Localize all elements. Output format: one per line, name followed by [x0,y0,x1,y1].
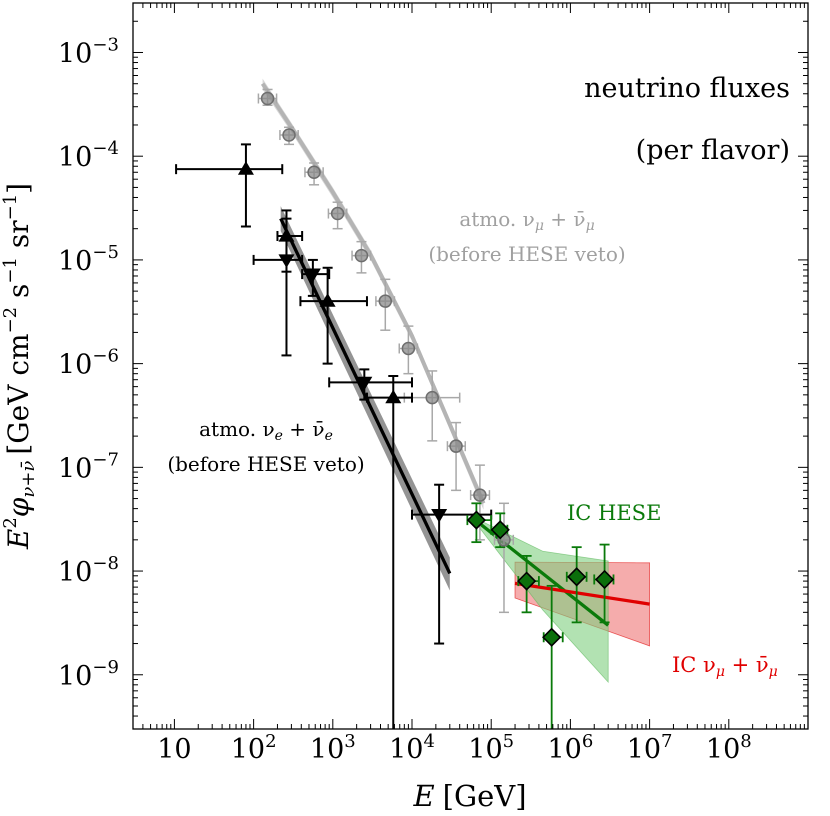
chart-subtitle: (per flavor) [636,135,790,166]
errorbar-s1-p0 [175,143,284,228]
marker-circle [473,488,487,502]
label-ic-numu: IC νμ + ν̄μ [672,653,778,680]
y-tick-label: 10−6 [58,346,119,381]
marker-triangle-up [319,293,336,307]
curve-2 [472,517,610,627]
marker-diamond [567,567,587,587]
label-atmo-nue-note: (before HESE veto) [167,452,364,476]
marker-diamond [466,510,487,530]
plot-frame [132,2,809,730]
marker-diamond [490,520,510,540]
marker-triangle-up [385,389,402,404]
tick-labels-layer: 10 102 103 104 105 106 107 108 10−3 10−4 10−5 10−6 1… [58,34,752,765]
y-tick-label: 10−7 [58,449,119,484]
marker-circle [401,341,416,356]
errorbar-s1-p3 [365,374,414,729]
marker-circle [307,165,321,180]
y-tick-label: 10−9 [58,657,119,692]
marker-diamond [516,571,537,591]
marker-triangle-up [278,228,295,242]
x-tick-label: 103 [310,731,356,765]
marker-triangle-down [356,376,373,391]
band-1 [262,78,484,510]
x-tick-label: 105 [468,731,514,765]
ticks-layer [132,2,809,730]
x-tick-label: 104 [389,731,435,765]
label-atmo-numu: atmo. νμ + ν̄μ [459,207,594,234]
label-atmo-numu-note: (before HESE veto) [428,242,625,266]
x-tick-label: 102 [231,731,277,765]
y-tick-label: 10−3 [58,34,119,69]
marker-diamond [594,569,615,590]
marker-circle [282,128,296,142]
y-axis-label: E2φν+ν̄[GeV cm−2 s−1 sr−1] [0,183,39,550]
marker-circle [330,206,345,221]
x-tick-label: 106 [547,731,593,765]
y-tick-label: 10−5 [58,242,119,277]
chart-title: neutrino fluxes [584,73,790,104]
marker-triangle-down [431,509,448,523]
marker-circle [260,91,275,106]
label-ic-hese: IC HESE [567,501,661,525]
marker-diamond [542,627,562,647]
x-tick-label: 10 [157,734,191,765]
x-axis-label: E [GeV] [412,779,526,813]
marker-triangle-down [304,268,321,283]
y-tick-label: 10−4 [58,138,119,173]
errorbar-s1-p2 [299,266,368,365]
label-atmo-nue: atmo. νe + ν̄e [199,417,333,444]
marker-triangle-up [237,161,254,175]
marker-circle [449,439,463,453]
curves-layer [260,82,650,627]
marker-circle [425,390,439,405]
x-tick-label: 108 [706,731,752,765]
marker-circle [354,248,369,263]
marker-triangle-down [278,254,295,268]
markers-layer [237,91,615,647]
marker-circle [378,294,393,308]
x-tick-label: 107 [627,731,673,765]
curve-3 [514,581,650,606]
y-tick-label: 10−8 [58,553,119,588]
bands-layer [262,78,650,684]
